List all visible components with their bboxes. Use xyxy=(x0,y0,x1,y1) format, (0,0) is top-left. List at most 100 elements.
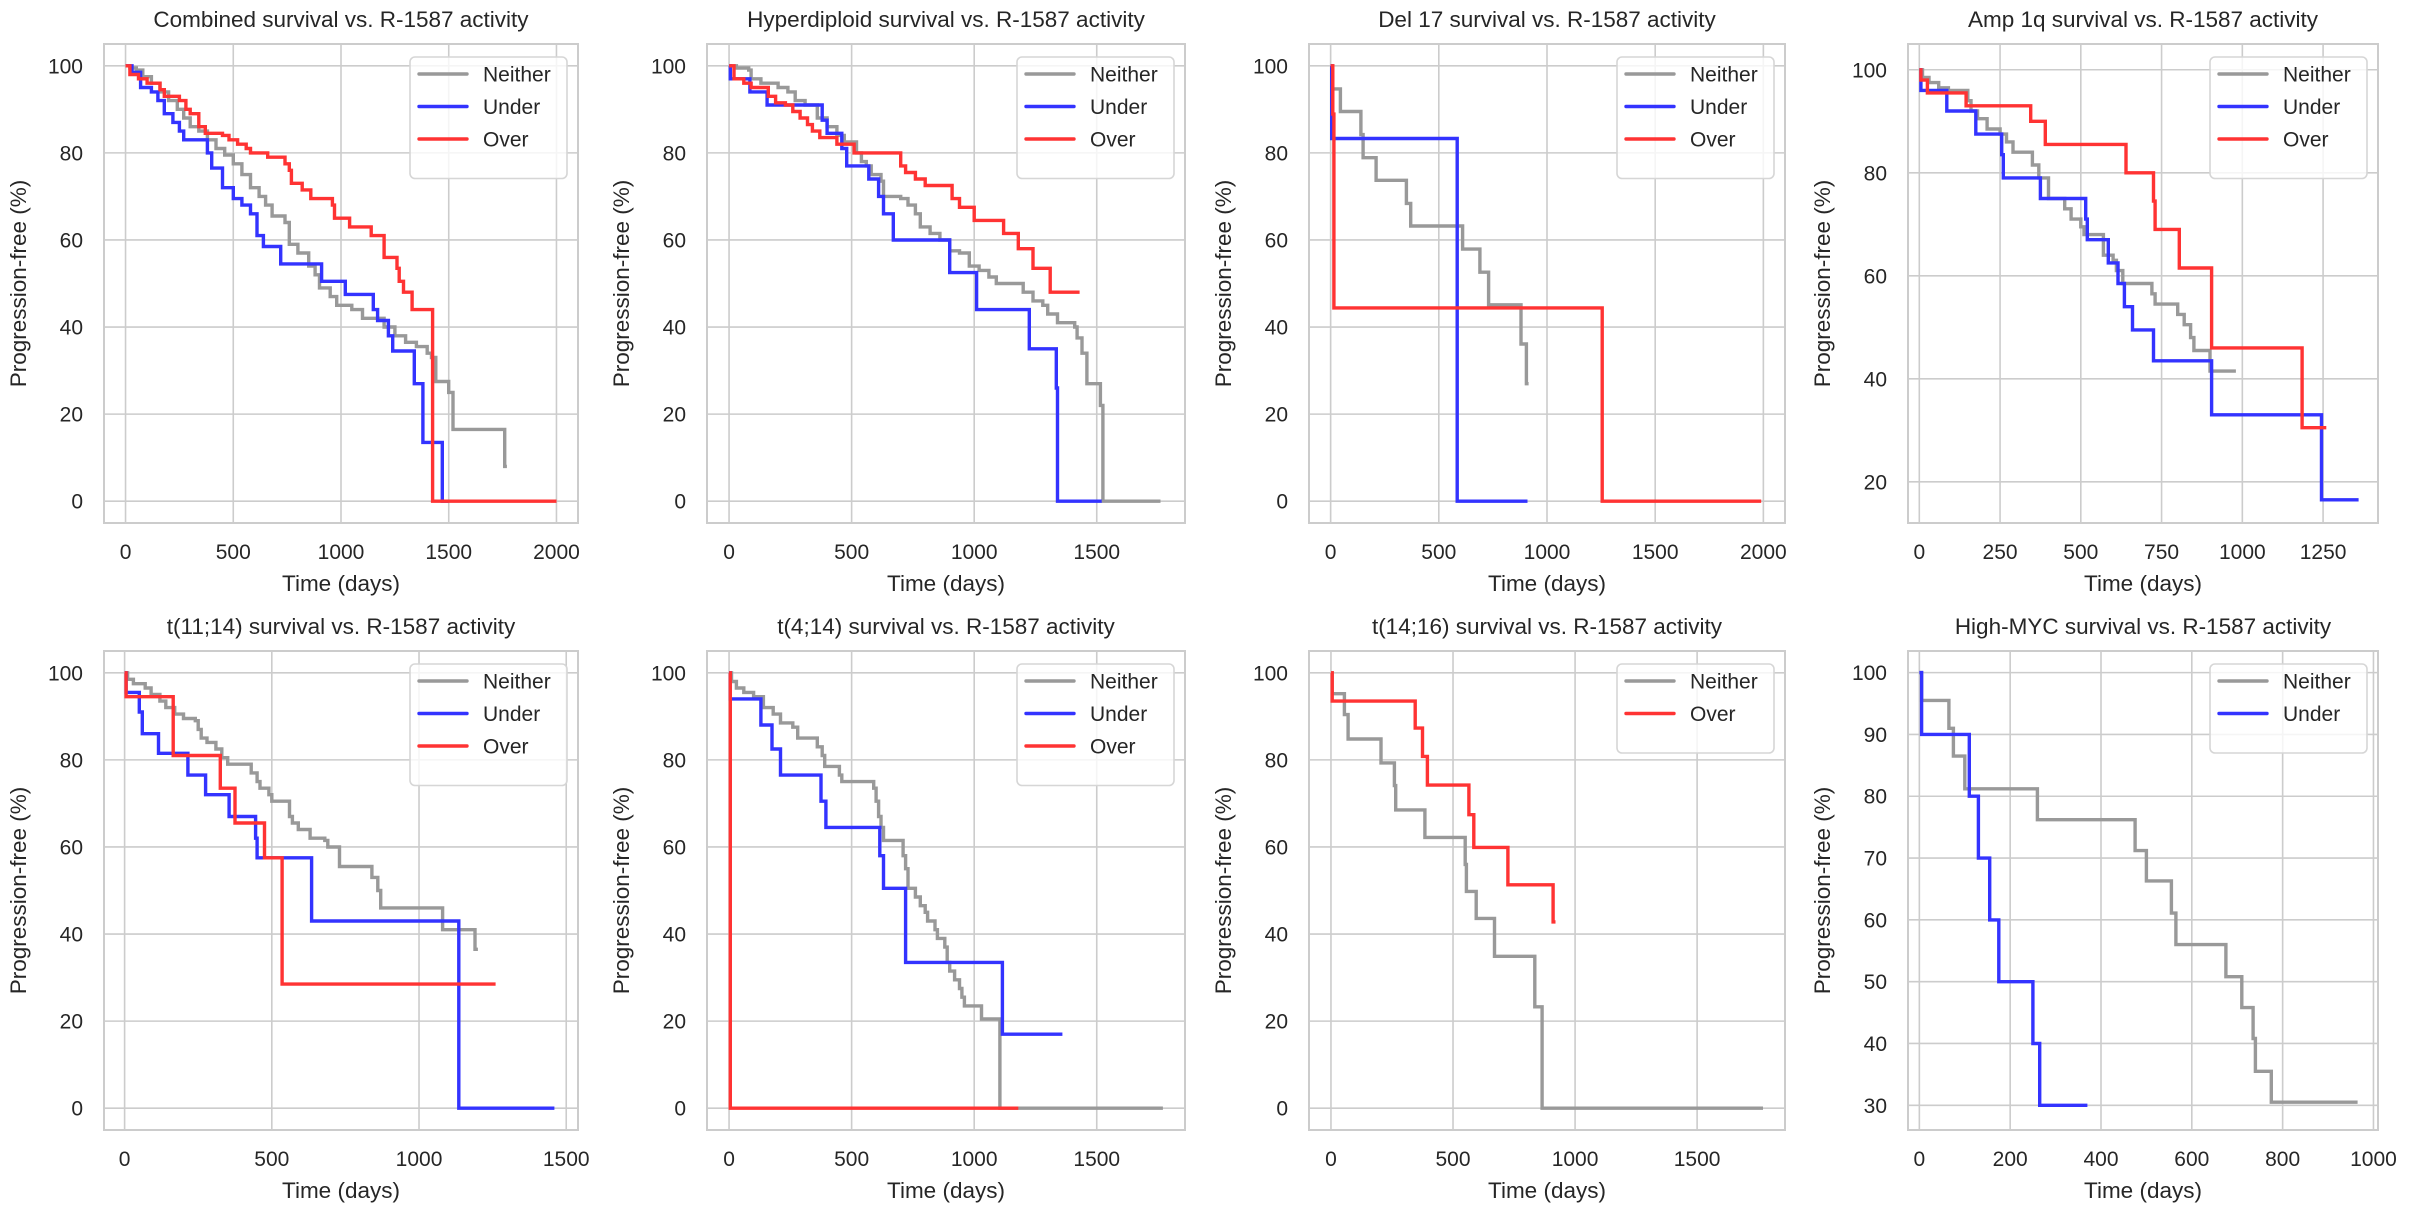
y-tick-label: 80 xyxy=(60,749,83,772)
x-tick-label: 0 xyxy=(723,1148,735,1171)
x-tick-label: 500 xyxy=(254,1148,289,1171)
x-axis-label: Time (days) xyxy=(282,1178,400,1203)
axes-frame xyxy=(103,43,579,524)
gridlines xyxy=(1309,651,1785,1130)
series-line-neither xyxy=(1330,64,1529,386)
axes-frame xyxy=(706,43,1186,524)
y-axis-label: Progression-free (%) xyxy=(1211,180,1236,388)
series-line-over xyxy=(124,671,496,986)
y-tick-label: 30 xyxy=(1864,1095,1887,1118)
y-tick-label: 0 xyxy=(674,1098,686,1121)
y-tick-label: 40 xyxy=(1265,317,1288,340)
x-axis-label: Time (days) xyxy=(2084,1178,2202,1203)
subplot-title: High-MYC survival vs. R-1587 activity xyxy=(1955,614,2332,639)
legend: Neither Under Over xyxy=(1016,663,1175,787)
series-line-under xyxy=(1919,68,2359,502)
x-tick-label: 2000 xyxy=(1740,541,1787,564)
legend: Neither Under Over xyxy=(409,56,568,180)
y-tick-label: 70 xyxy=(1864,848,1887,871)
legend: Neither Over xyxy=(1616,663,1775,754)
x-tick-label: 1000 xyxy=(951,541,998,564)
legend: Neither Under Over xyxy=(1616,56,1775,180)
x-tick-label: 2000 xyxy=(533,541,580,564)
legend-label: Under xyxy=(2283,96,2340,119)
x-axis-label: Time (days) xyxy=(2084,571,2202,596)
axes-frame xyxy=(1907,43,2379,524)
y-tick-label: 60 xyxy=(663,229,686,252)
x-tick-label: 600 xyxy=(2174,1148,2209,1171)
x-tick-label: 1500 xyxy=(425,541,472,564)
y-tick-label: 20 xyxy=(1265,404,1288,427)
legend-label: Neither xyxy=(1090,671,1158,694)
x-tick-label: 0 xyxy=(120,541,132,564)
x-tick-label: 1500 xyxy=(543,1148,590,1171)
y-tick-label: 80 xyxy=(1265,142,1288,165)
y-tick-label: 100 xyxy=(48,662,83,685)
y-tick-label: 0 xyxy=(71,491,83,514)
y-tick-label: 20 xyxy=(663,404,686,427)
legend-box xyxy=(1016,56,1175,180)
x-tick-label: 0 xyxy=(119,1148,131,1171)
y-tick-label: 60 xyxy=(1265,836,1288,859)
y-tick-label: 80 xyxy=(663,749,686,772)
y-tick-label: 60 xyxy=(663,836,686,859)
subplot-7: 0 500 1000 1500 0 20 40 60 80 100 t(14;16) surviva… xyxy=(1211,614,1786,1203)
y-tick-label: 80 xyxy=(1864,786,1887,809)
series-line-under xyxy=(125,64,449,503)
legend-box xyxy=(409,663,568,787)
y-tick-label: 40 xyxy=(1265,924,1288,947)
y-tick-label: 20 xyxy=(60,1011,83,1034)
y-tick-label: 0 xyxy=(1276,491,1288,514)
x-axis-label: Time (days) xyxy=(1488,571,1606,596)
x-tick-label: 1500 xyxy=(1073,1148,1120,1171)
legend-label: Under xyxy=(1690,96,1747,119)
legend-label: Over xyxy=(1690,129,1736,152)
legend-box xyxy=(1616,663,1775,754)
legend-label: Neither xyxy=(1690,64,1758,87)
y-tick-label: 0 xyxy=(674,491,686,514)
y-tick-label: 40 xyxy=(60,317,83,340)
x-tick-label: 1000 xyxy=(1524,541,1571,564)
subplot-3: 0 500 1000 1500 2000 0 20 40 60 80 100 Del 17 survi… xyxy=(1211,7,1787,596)
x-tick-label: 200 xyxy=(1993,1148,2028,1171)
y-tick-label: 80 xyxy=(663,142,686,165)
y-tick-label: 80 xyxy=(60,142,83,165)
legend-label: Over xyxy=(483,129,529,152)
subplot-8: 0 200 400 600 800 1000 30 40 50 60 70 80 90 100 High-M… xyxy=(1810,614,2397,1203)
legend-box xyxy=(409,56,568,180)
x-tick-label: 500 xyxy=(1435,1148,1470,1171)
y-tick-label: 60 xyxy=(1864,909,1887,932)
subplot-title: Del 17 survival vs. R-1587 activity xyxy=(1378,7,1716,32)
subplot-2: 0 500 1000 1500 0 20 40 60 80 100 Hyperdiploid sur… xyxy=(609,7,1186,596)
y-tick-label: 60 xyxy=(1265,229,1288,252)
legend-label: Neither xyxy=(483,671,551,694)
axes-frame xyxy=(706,650,1186,1131)
subplot-1: 0 500 1000 1500 2000 0 20 40 60 80 100 Combined sur… xyxy=(6,7,580,596)
series-line-neither xyxy=(125,64,507,469)
legend-label: Under xyxy=(2283,703,2340,726)
series-line-over xyxy=(729,64,1080,294)
y-tick-label: 100 xyxy=(1852,59,1887,82)
subplot-title: Combined survival vs. R-1587 activity xyxy=(153,7,529,32)
y-tick-label: 50 xyxy=(1864,971,1887,994)
y-tick-label: 100 xyxy=(1852,662,1887,685)
x-tick-label: 500 xyxy=(216,541,251,564)
subplot-title: Hyperdiploid survival vs. R-1587 activit… xyxy=(747,7,1145,32)
legend-label: Neither xyxy=(1090,64,1158,87)
legend-label: Under xyxy=(1090,96,1147,119)
y-axis-label: Progression-free (%) xyxy=(6,787,31,995)
legend-label: Over xyxy=(2283,129,2329,152)
series-line-over xyxy=(728,671,1019,1110)
y-tick-label: 20 xyxy=(1265,1011,1288,1034)
y-tick-label: 40 xyxy=(663,317,686,340)
subplot-title: Amp 1q survival vs. R-1587 activity xyxy=(1968,7,2319,32)
x-tick-label: 0 xyxy=(1914,1148,1926,1171)
y-axis-label: Progression-free (%) xyxy=(609,787,634,995)
y-tick-label: 100 xyxy=(1253,55,1288,78)
y-tick-label: 60 xyxy=(1864,265,1887,288)
legend-label: Neither xyxy=(2283,671,2351,694)
series-line-neither xyxy=(729,671,1163,1110)
y-tick-label: 100 xyxy=(651,662,686,685)
legend-label: Over xyxy=(1090,129,1136,152)
y-tick-label: 90 xyxy=(1864,724,1887,747)
